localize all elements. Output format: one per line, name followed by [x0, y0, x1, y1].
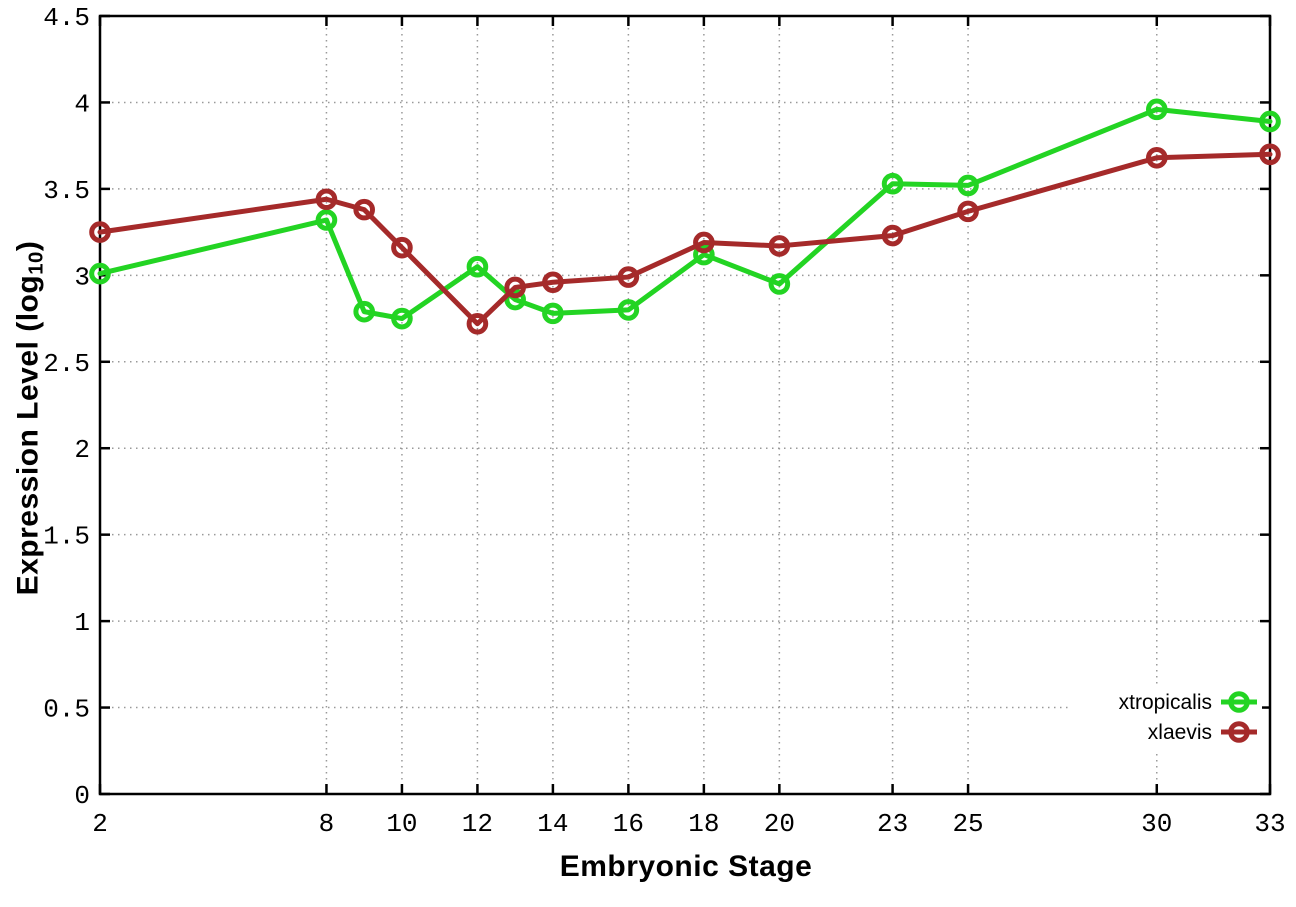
data-point-marker-xlaevis [1145, 146, 1168, 169]
x-tick-label: 30 [1141, 809, 1172, 839]
y-tick-label: 0 [74, 781, 90, 811]
x-tick-label: 18 [688, 809, 719, 839]
y-tick-label: 1 [74, 608, 90, 638]
y-axis-title: Expression Level (log10) [11, 241, 48, 596]
data-point-marker-xtropicalis [1259, 110, 1281, 133]
legend-backdrop [1072, 684, 1262, 750]
data-point-marker-xtropicalis [466, 255, 489, 278]
y-tick-label: 4 [74, 89, 90, 119]
data-point-marker-xlaevis [693, 231, 715, 254]
y-axis-title-subscript: 10 [25, 251, 48, 275]
x-axis-title: Embryonic Stage [559, 850, 813, 883]
data-point-marker-xlaevis [1259, 143, 1281, 166]
plot-border [98, 14, 1272, 796]
data-point-marker-xtropicalis [617, 299, 640, 321]
x-tick-label: 33 [1254, 809, 1285, 839]
x-tick-label: 8 [319, 809, 335, 839]
data-point-marker-xlaevis [881, 224, 904, 247]
legend-label-xtropicalis: xtropicalis [1119, 691, 1212, 714]
y-axis-title-text: Expression Level (log [11, 274, 45, 596]
y-tick-label: 4.5 [43, 3, 90, 33]
data-point-marker-xtropicalis [504, 288, 526, 311]
data-point-marker-xlaevis [315, 188, 338, 211]
legend-label-xlaevis: xlaevis [1148, 721, 1212, 744]
x-tick-label: 12 [462, 809, 493, 839]
data-point-marker-xlaevis [391, 236, 413, 259]
data-point-marker-xtropicalis [391, 307, 413, 330]
x-tick-label: 14 [537, 809, 568, 839]
series-line-xlaevis [97, 151, 1273, 327]
y-tick-label: 0.5 [43, 695, 90, 725]
x-tick-label: 20 [764, 809, 795, 839]
x-tick-label: 2 [92, 809, 108, 839]
data-point-marker-xtropicalis [768, 273, 791, 295]
data-point-marker-xtropicalis [89, 262, 111, 285]
y-tick-label: 2 [74, 435, 90, 465]
data-point-marker-xlaevis [466, 312, 489, 335]
legend-marker-xlaevis [1228, 721, 1250, 743]
x-tick-label: 10 [386, 809, 417, 839]
data-point-marker-xtropicalis [353, 300, 375, 323]
data-point-marker-xtropicalis [1145, 98, 1168, 121]
series-line-xtropicalis [97, 106, 1273, 322]
y-tick-label: 1.5 [43, 522, 90, 552]
x-tick-label: 16 [613, 809, 644, 839]
data-point-marker-xtropicalis [881, 172, 904, 195]
data-point-marker-xlaevis [542, 271, 564, 294]
y-tick-label: 2.5 [43, 349, 90, 379]
data-point-marker-xlaevis [504, 276, 526, 299]
y-tick-label: 3.5 [43, 176, 90, 206]
data-point-marker-xlaevis [353, 198, 375, 221]
y-axis-title-close: ) [11, 240, 45, 252]
data-point-marker-xlaevis [89, 221, 111, 243]
data-point-marker-xlaevis [617, 266, 640, 288]
data-point-marker-xtropicalis [693, 243, 715, 266]
legend-marker-xtropicalis [1228, 691, 1250, 713]
y-tick-label: 3 [74, 262, 90, 292]
data-point-marker-xtropicalis [542, 302, 564, 325]
x-tick-label: 25 [952, 809, 983, 839]
data-point-marker-xtropicalis [315, 209, 338, 231]
data-point-marker-xlaevis [957, 200, 979, 223]
data-point-marker-xtropicalis [957, 174, 979, 197]
data-point-marker-xlaevis [768, 235, 791, 257]
x-tick-label: 23 [877, 809, 908, 839]
